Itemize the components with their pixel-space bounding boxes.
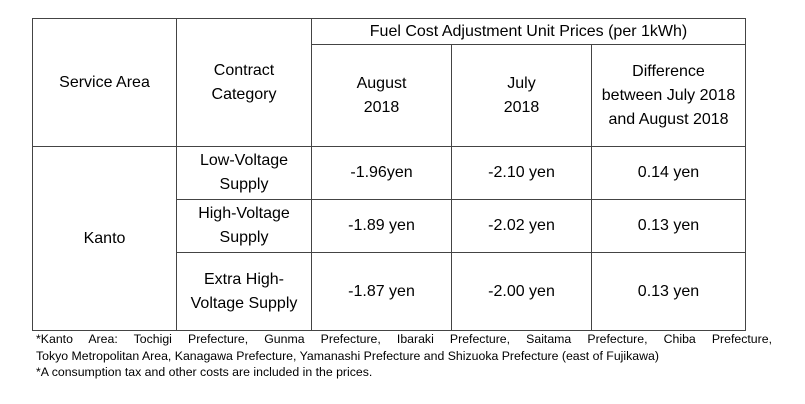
july-cell: -2.02 yen <box>451 199 592 253</box>
category-cell: Extra High-Voltage Supply <box>176 252 312 331</box>
august-cell: -1.87 yen <box>311 252 452 331</box>
july-cell: -2.10 yen <box>451 146 592 200</box>
header-service-area: Service Area <box>32 18 177 147</box>
footnote-kanto-area-continued: Tokyo Metropolitan Area, Kanagawa Prefec… <box>36 348 659 363</box>
table-row: Kanto Low-Voltage Supply -1.96yen -2.10 … <box>32 146 746 331</box>
footnotes: *Kanto Area: Tochigi Prefecture, Gunma P… <box>36 331 772 381</box>
header-row-1: Service Area Contract Category Fuel Cost… <box>32 18 746 147</box>
header-group-title: Fuel Cost Adjustment Unit Prices (per 1k… <box>311 18 746 45</box>
header-july: July 2018 <box>451 44 592 147</box>
difference-cell: 0.13 yen <box>591 252 746 331</box>
header-difference: Difference between July 2018 and August … <box>591 44 746 147</box>
area-cell: Kanto <box>32 146 177 331</box>
header-august: August 2018 <box>311 44 452 147</box>
july-cell: -2.00 yen <box>451 252 592 331</box>
table-row: High-Voltage Supply -1.89 yen -2.02 yen … <box>33 199 746 253</box>
header-row-2: August 2018 July 2018 Difference between… <box>33 44 746 147</box>
footnote-kanto-area: *Kanto Area: Tochigi Prefecture, Gunma P… <box>36 332 772 346</box>
category-cell: High-Voltage Supply <box>176 199 312 253</box>
august-cell: -1.89 yen <box>311 199 452 253</box>
difference-cell: 0.13 yen <box>591 199 746 253</box>
table-row: Extra High-Voltage Supply -1.87 yen -2.0… <box>33 252 746 331</box>
header-contract-category: Contract Category <box>176 18 312 147</box>
fuel-cost-table: Service Area Contract Category Fuel Cost… <box>32 18 746 331</box>
august-cell: -1.96yen <box>311 146 452 200</box>
footnote-consumption-tax: *A consumption tax and other costs are i… <box>36 365 373 379</box>
category-cell: Low-Voltage Supply <box>176 146 312 200</box>
difference-cell: 0.14 yen <box>591 146 746 200</box>
